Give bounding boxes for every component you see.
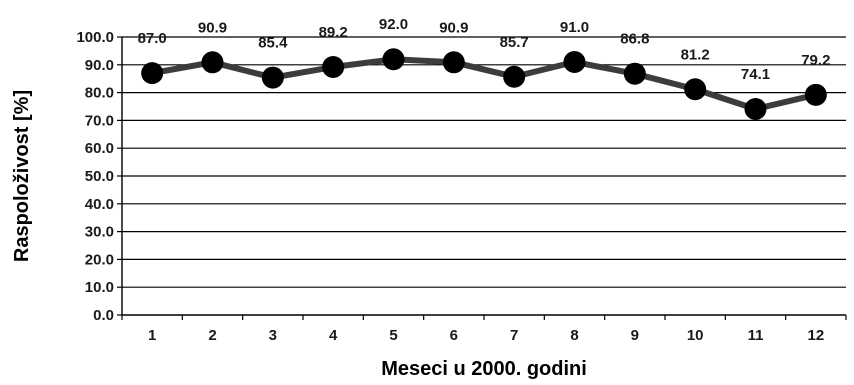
y-tick-label: 10.0 (85, 279, 114, 296)
data-point (141, 62, 164, 85)
x-tick-label: 4 (329, 327, 338, 344)
y-tick-label: 60.0 (85, 140, 114, 157)
data-label: 86.8 (620, 31, 649, 48)
gridlines (122, 36, 846, 288)
data-point (623, 62, 646, 85)
data-labels: 87.0 90.9 85.4 89.2 92.0 90.9 85.7 91.0 86.8 81.2… (138, 16, 831, 83)
y-tick-label: 30.0 (85, 224, 114, 241)
x-tick-label: 10 (687, 327, 704, 344)
data-label: 89.2 (319, 24, 348, 41)
data-label: 90.9 (198, 19, 227, 36)
data-point (684, 78, 707, 101)
y-tick-label: 100.0 (76, 29, 114, 46)
data-point (804, 83, 827, 106)
y-tick-label: 40.0 (85, 196, 114, 213)
y-axis-title: Raspoloživost [%] (11, 90, 33, 262)
x-tick-label: 8 (570, 327, 578, 344)
data-point (261, 66, 284, 89)
data-label: 87.0 (138, 30, 167, 47)
data-point (442, 51, 465, 74)
data-label: 85.7 (500, 34, 529, 51)
x-tick-label: 11 (748, 327, 764, 344)
y-tick-label: 20.0 (85, 251, 114, 268)
y-tick-label: 70.0 (85, 112, 114, 129)
x-axis-title: Meseci u 2000. godini (381, 358, 587, 380)
data-label: 91.0 (560, 19, 589, 36)
x-tick-label: 12 (807, 327, 824, 344)
x-tick-label: 5 (389, 327, 397, 344)
y-tick-label: 50.0 (85, 168, 114, 185)
axes: 0.0 10.0 20.0 30.0 40.0 50.0 60.0 70.0 80.0 90.0 1… (76, 29, 847, 344)
series-availability (141, 48, 827, 121)
y-tick-label: 0.0 (93, 307, 114, 324)
data-label: 85.4 (258, 35, 288, 52)
y-tick-label: 90.0 (85, 57, 114, 74)
x-tick-label: 9 (631, 327, 639, 344)
data-point (201, 51, 224, 74)
data-label: 90.9 (439, 19, 468, 36)
data-point (503, 65, 526, 88)
x-tick-label: 3 (269, 327, 277, 344)
x-tick-label: 7 (510, 327, 518, 344)
data-label: 79.2 (801, 52, 830, 69)
data-point (563, 51, 586, 74)
y-tick-label: 80.0 (85, 85, 114, 102)
data-point (744, 98, 767, 121)
data-label: 74.1 (741, 66, 770, 83)
data-label: 81.2 (681, 46, 710, 63)
data-label: 92.0 (379, 16, 408, 33)
x-tick-label: 1 (148, 327, 156, 344)
x-tick-label: 2 (208, 327, 216, 344)
data-point (322, 56, 345, 79)
series-line (149, 56, 819, 113)
data-point (382, 48, 405, 71)
x-tick-label: 6 (450, 327, 458, 344)
